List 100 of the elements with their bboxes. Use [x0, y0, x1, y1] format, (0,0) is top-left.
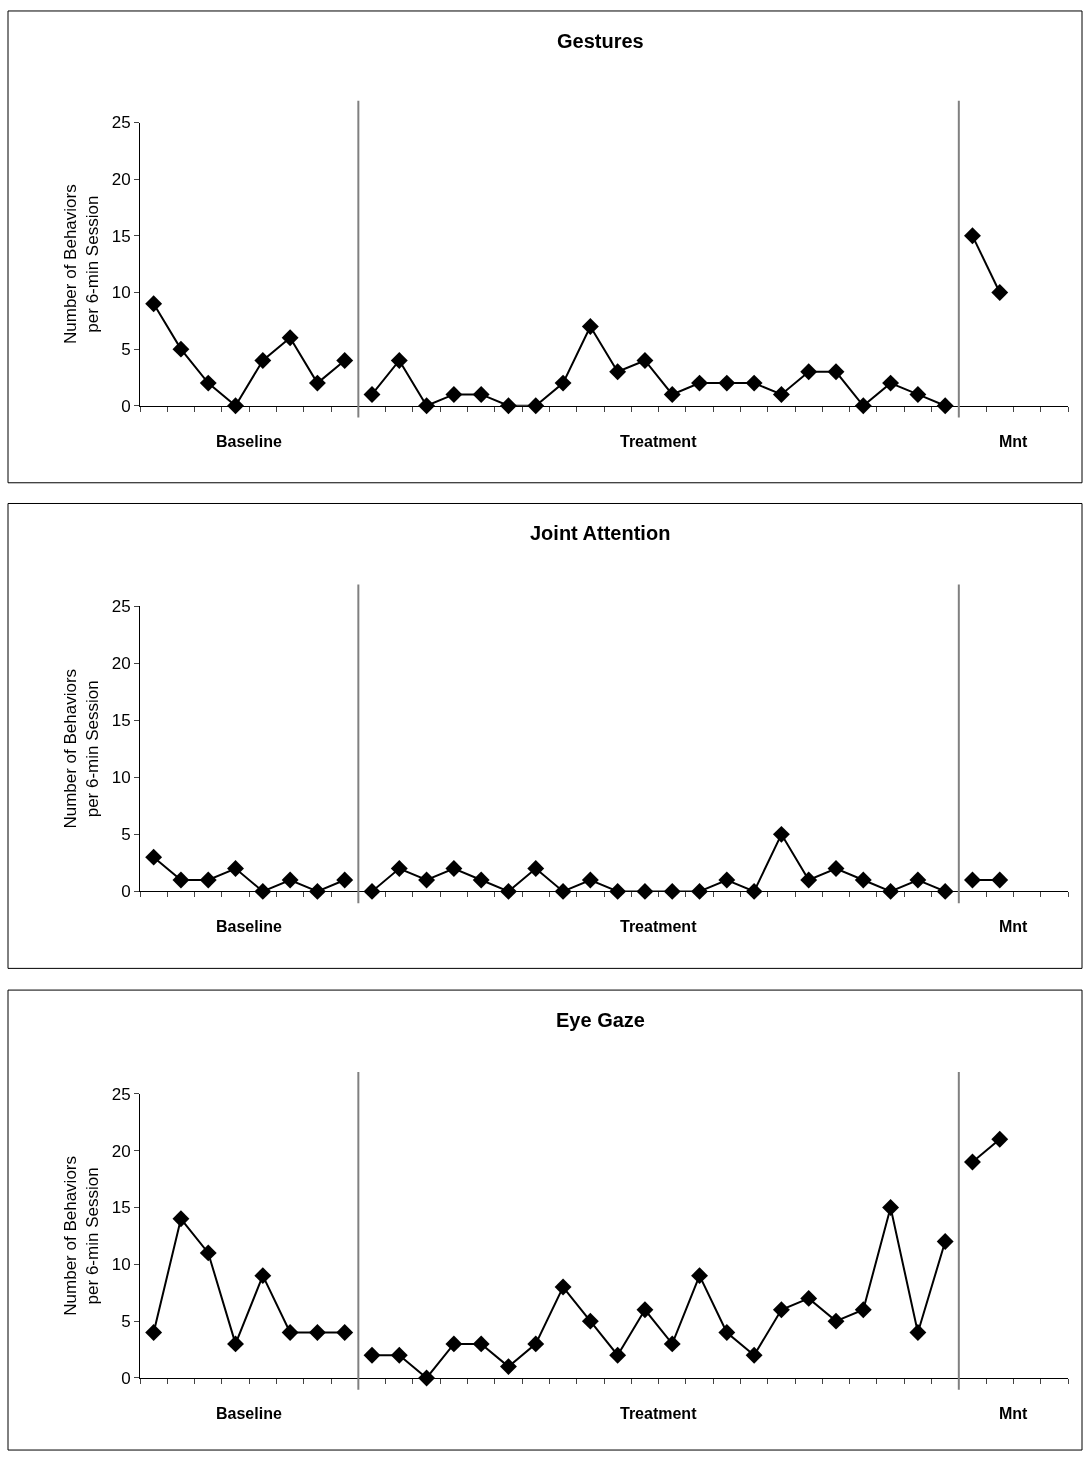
point: [527, 860, 545, 878]
y-tick-label: 25: [111, 1084, 131, 1104]
point: [581, 1312, 599, 1330]
point: [199, 374, 217, 392]
point: [527, 1335, 545, 1353]
point: [445, 1335, 463, 1353]
point: [772, 386, 790, 403]
point: [472, 1335, 490, 1353]
chart-title: Eye Gaze: [556, 1009, 645, 1031]
point: [418, 397, 436, 415]
point: [609, 363, 627, 381]
point: [909, 871, 927, 889]
point: [145, 295, 163, 313]
y-tick-label: 10: [111, 768, 131, 788]
point: [663, 386, 681, 403]
point: [964, 227, 981, 245]
point: [500, 397, 517, 415]
point: [718, 871, 736, 889]
point: [827, 363, 845, 381]
y-axis-title: Number of Behaviors per 6-min Session: [61, 668, 103, 829]
point: [909, 386, 927, 403]
point: [281, 329, 299, 347]
text: Treatment: [620, 1405, 698, 1422]
text: Mnt: [999, 918, 1029, 935]
point: [854, 871, 872, 889]
y-tick-label: 5: [121, 825, 131, 845]
point: [991, 871, 1009, 889]
point: [363, 386, 381, 403]
point: [581, 871, 599, 889]
point: [581, 318, 599, 335]
point: [691, 374, 708, 392]
y-axis-title: Number of Behaviors per 6-min Session: [61, 184, 103, 344]
point: [308, 1324, 326, 1341]
point: [663, 1335, 681, 1353]
point: [172, 340, 190, 358]
point: [172, 871, 190, 889]
point: [772, 825, 790, 843]
point: [445, 860, 463, 878]
point: [336, 352, 354, 369]
point: [772, 1301, 790, 1319]
point: [390, 860, 408, 878]
point: [636, 352, 654, 369]
point: [227, 860, 244, 878]
point: [882, 1198, 900, 1216]
y-tick-label: 20: [111, 1141, 131, 1161]
point: [281, 1324, 299, 1341]
point: [827, 1312, 845, 1330]
point: [964, 871, 981, 889]
y-axis-title: Number of Behaviors per 6-min Session: [61, 1156, 103, 1316]
y-tick-label: 25: [111, 113, 131, 133]
y-tick-label: 10: [111, 283, 131, 303]
y-tick-label: 0: [121, 1368, 131, 1388]
point: [336, 1324, 354, 1341]
point: [554, 1278, 572, 1296]
point: [472, 386, 490, 403]
point: [281, 871, 299, 889]
y-tick-label: 10: [111, 1255, 131, 1275]
point: [254, 352, 272, 369]
point: [936, 397, 954, 415]
point: [718, 374, 736, 392]
point: [800, 363, 818, 381]
point: [554, 374, 572, 392]
chart-title: Joint Attention: [530, 522, 671, 544]
point: [308, 374, 326, 392]
point: [336, 871, 354, 889]
point: [227, 1335, 244, 1353]
text: Baseline: [216, 1405, 282, 1422]
y-tick-label: 0: [121, 396, 131, 416]
y-tick-label: 15: [111, 1198, 131, 1218]
point: [472, 871, 490, 889]
point: [745, 1346, 763, 1364]
point: [691, 1267, 708, 1285]
y-tick-label: 20: [111, 170, 131, 190]
point: [609, 1346, 627, 1364]
point: [418, 871, 436, 889]
point: [718, 1324, 736, 1341]
point: [172, 1210, 190, 1228]
text: Mnt: [999, 1405, 1029, 1422]
point: [390, 1346, 408, 1364]
point: [800, 1289, 818, 1307]
point: [936, 1233, 954, 1250]
chart-title: Gestures: [557, 30, 644, 52]
y-tick-label: 25: [111, 597, 131, 617]
point: [745, 374, 763, 392]
point: [254, 1267, 272, 1285]
point: [636, 1301, 654, 1319]
point: [909, 1324, 927, 1341]
point: [199, 1244, 217, 1262]
point: [145, 1324, 163, 1341]
y-tick-label: 0: [121, 882, 131, 902]
point: [991, 1130, 1009, 1148]
text: Baseline: [216, 433, 282, 450]
point: [800, 871, 818, 889]
y-tick-label: 15: [111, 711, 131, 731]
text: Baseline: [216, 918, 282, 935]
point: [854, 1301, 872, 1319]
y-tick-label: 5: [121, 340, 131, 360]
point: [227, 397, 244, 415]
point: [199, 871, 217, 889]
text: Treatment: [620, 433, 698, 450]
